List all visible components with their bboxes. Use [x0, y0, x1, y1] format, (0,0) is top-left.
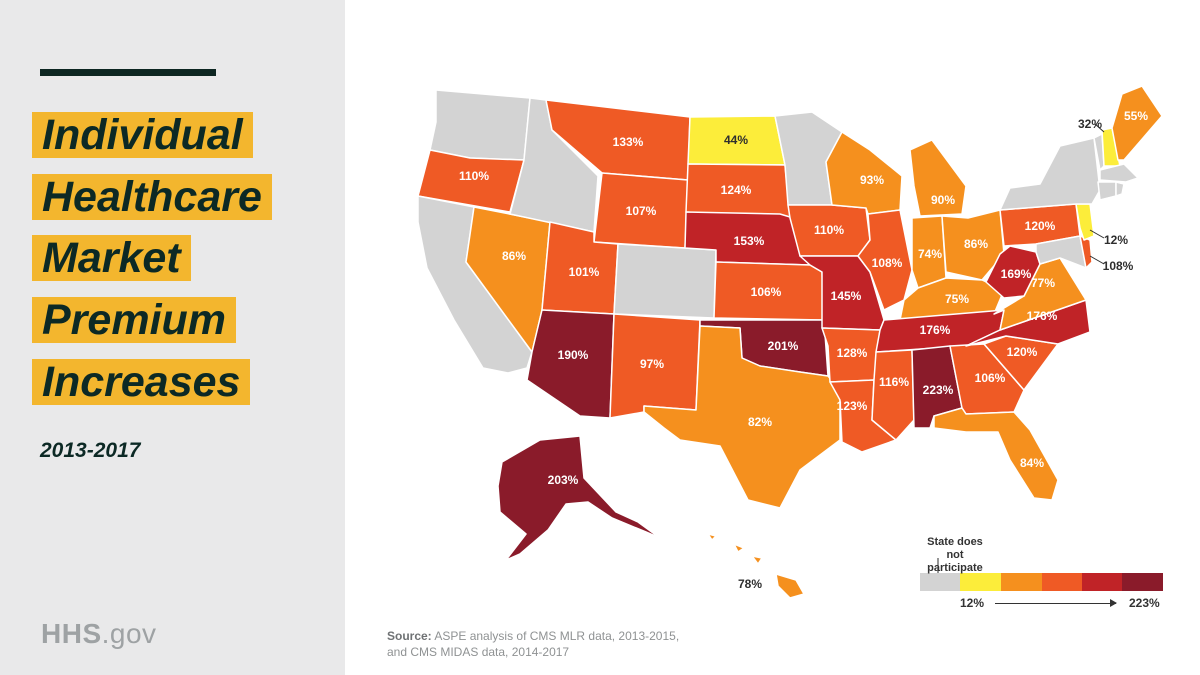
- label-ky: 75%: [945, 292, 969, 306]
- label-wv: 169%: [1001, 267, 1032, 281]
- state-co: [613, 243, 717, 319]
- label-nv: 86%: [502, 249, 526, 263]
- state-ak: [497, 435, 661, 561]
- label-nc: 176%: [1027, 309, 1058, 323]
- label-ne: 153%: [734, 234, 765, 248]
- label-mt: 133%: [613, 135, 644, 149]
- state-wa: [429, 89, 531, 161]
- label-la: 123%: [837, 399, 868, 413]
- state-hi: [707, 533, 805, 599]
- label-nm: 97%: [640, 357, 664, 371]
- state-me: [1111, 85, 1163, 161]
- label-tx: 82%: [748, 415, 772, 429]
- legend-arrow: [995, 599, 1117, 607]
- leader-nh: [1094, 123, 1105, 133]
- state-ny: [999, 137, 1101, 211]
- label-wi: 93%: [860, 173, 884, 187]
- label-ga: 106%: [975, 371, 1006, 385]
- source-label: Source:: [387, 629, 432, 643]
- label-ks: 106%: [751, 285, 782, 299]
- legend-swatch-2: [960, 573, 1001, 591]
- source-note: Source: ASPE analysis of CMS MLR data, 2…: [387, 628, 687, 660]
- title-line-1: Individual: [32, 112, 253, 158]
- year-range: 2013-2017: [40, 439, 141, 462]
- state-fl: [933, 407, 1059, 501]
- label-wy: 107%: [626, 204, 657, 218]
- legend-max-label: 223%: [1129, 596, 1160, 610]
- label-va: 77%: [1031, 276, 1055, 290]
- leader-de: [1089, 255, 1105, 265]
- state-ct: [1097, 181, 1117, 201]
- label-tn: 176%: [920, 323, 951, 337]
- legend-swatch-3: [1001, 573, 1042, 591]
- label-al: 223%: [923, 383, 954, 397]
- us-choropleth-map: 110% 86% 133% 107% 101% 190% 97% 44% 124…: [417, 85, 1163, 599]
- label-ok: 201%: [768, 339, 799, 353]
- label-ak: 203%: [548, 473, 579, 487]
- leader-nj: [1089, 229, 1105, 239]
- hhs-logo: HHS.gov: [41, 618, 157, 650]
- label-de: 108%: [1103, 259, 1134, 273]
- label-ar: 128%: [837, 346, 868, 360]
- state-wv: [985, 245, 1041, 299]
- title-line-3: Market: [32, 235, 191, 281]
- hhs-logo-suffix: .gov: [101, 618, 157, 649]
- label-sd: 124%: [721, 183, 752, 197]
- legend-swatch-1: [920, 573, 960, 591]
- label-nd: 44%: [724, 133, 748, 147]
- legend-swatch-5: [1082, 573, 1122, 591]
- legend-no-participation-note: State does not participate: [927, 536, 983, 574]
- state-ri: [1115, 181, 1125, 197]
- legend-swatch-6: [1122, 573, 1163, 591]
- label-in: 74%: [918, 247, 942, 261]
- label-nj: 12%: [1104, 233, 1128, 247]
- legend-swatch-4: [1042, 573, 1082, 591]
- source-text: ASPE analysis of CMS MLR data, 2013-2015…: [387, 629, 680, 659]
- label-me: 55%: [1124, 109, 1148, 123]
- label-az: 190%: [558, 348, 589, 362]
- label-oh: 86%: [964, 237, 988, 251]
- label-il: 108%: [872, 256, 903, 270]
- label-mo: 145%: [831, 289, 862, 303]
- label-mi: 90%: [931, 193, 955, 207]
- label-sc: 120%: [1007, 345, 1038, 359]
- title-line-5: Increases: [32, 359, 251, 405]
- legend-min-label: 12%: [960, 596, 985, 610]
- title-line-4: Premium: [32, 297, 237, 343]
- label-or: 110%: [459, 169, 489, 183]
- label-hi: 78%: [738, 577, 762, 591]
- title-panel: Individual Healthcare Market Premium Inc…: [0, 0, 345, 675]
- label-ut: 101%: [569, 265, 600, 279]
- label-nh: 32%: [1078, 117, 1102, 131]
- hhs-logo-bold: HHS: [41, 618, 102, 649]
- state-il: [857, 209, 913, 311]
- title-rule: [40, 69, 216, 76]
- label-pa: 120%: [1025, 219, 1056, 233]
- label-fl: 84%: [1020, 456, 1044, 470]
- state-ma: [1099, 163, 1139, 183]
- state-tx: [643, 325, 841, 509]
- legend-swatches: [920, 573, 1163, 591]
- state-mi: [909, 139, 967, 217]
- label-ms: 116%: [879, 375, 909, 389]
- state-az: [526, 309, 615, 419]
- label-ia: 110%: [814, 223, 844, 237]
- title-line-2: Healthcare: [32, 174, 272, 220]
